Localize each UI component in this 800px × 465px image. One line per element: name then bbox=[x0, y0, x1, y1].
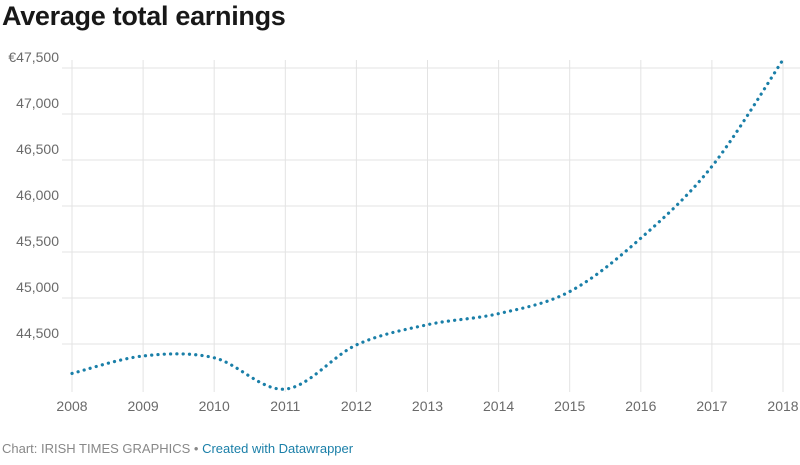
y-tick-label: 45,000 bbox=[16, 279, 59, 295]
datawrapper-credit-link[interactable]: Created with Datawrapper bbox=[202, 441, 354, 456]
x-tick-label: 2015 bbox=[554, 398, 585, 414]
x-tick-label: 2010 bbox=[199, 398, 230, 414]
y-axis-labels: 44,500 45,000 45,500 46,000 46,500 47,000 €47,… bbox=[8, 49, 59, 341]
y-tick-label: 46,500 bbox=[16, 141, 59, 157]
y-tick-label: 47,000 bbox=[16, 95, 59, 111]
chart-title: Average total earnings bbox=[2, 1, 286, 31]
source-note: Chart: IRISH TIMES GRAPHICS bbox=[2, 441, 191, 456]
x-tick-label: 2008 bbox=[56, 398, 87, 414]
x-tick-label: 2016 bbox=[625, 398, 656, 414]
y-tick-label: 46,000 bbox=[16, 187, 59, 203]
x-axis-labels: 2008 2009 2010 2011 2012 2013 2014 2015 2016 2017… bbox=[56, 398, 798, 414]
series-line bbox=[70, 58, 785, 391]
y-gridlines bbox=[62, 67, 800, 345]
x-tick-label: 2018 bbox=[767, 398, 798, 414]
chart-footer: Chart: IRISH TIMES GRAPHICS • Created wi… bbox=[2, 441, 353, 456]
x-tick-label: 2011 bbox=[270, 398, 300, 414]
y-tick-label: 44,500 bbox=[16, 325, 59, 341]
x-tick-label: 2009 bbox=[128, 398, 159, 414]
x-tick-label: 2014 bbox=[483, 398, 514, 414]
x-tick-label: 2013 bbox=[412, 398, 443, 414]
y-tick-label: €47,500 bbox=[8, 49, 59, 65]
footer-separator: • bbox=[190, 441, 203, 456]
line-chart: 44,500 45,000 45,500 46,000 46,500 47,000 €47,… bbox=[8, 49, 800, 414]
x-tick-label: 2012 bbox=[341, 398, 372, 414]
x-gridlines bbox=[71, 60, 784, 392]
y-tick-label: 45,500 bbox=[16, 233, 59, 249]
x-tick-label: 2017 bbox=[696, 398, 727, 414]
